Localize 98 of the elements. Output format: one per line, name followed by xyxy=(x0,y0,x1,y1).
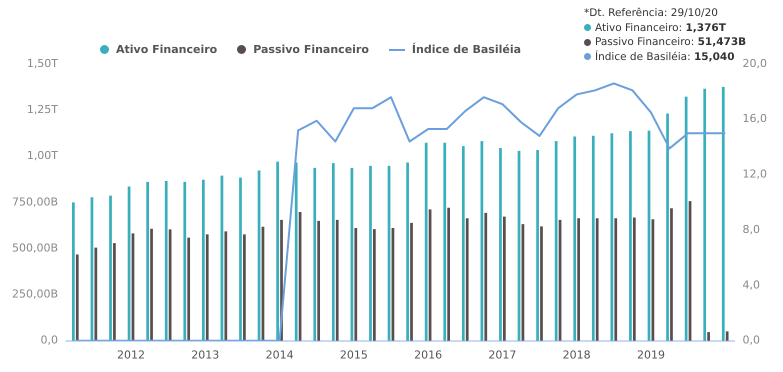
bar xyxy=(447,208,450,341)
y-tick-label: 750,00B xyxy=(12,195,58,208)
y-tick-label: 1,50T xyxy=(26,56,58,70)
bar xyxy=(168,229,172,341)
bar xyxy=(592,136,595,341)
bar xyxy=(480,141,484,341)
bar xyxy=(410,222,413,341)
y-tick-label: 250,00B xyxy=(12,288,58,301)
y-tick-label: 1,00T xyxy=(26,149,58,162)
bar xyxy=(220,176,224,341)
bar xyxy=(652,219,654,341)
x-tick-label: 2018 xyxy=(562,348,591,362)
bar xyxy=(596,218,599,341)
bar xyxy=(540,226,543,341)
text: *Dt. Referência: 29/10/20 xyxy=(584,6,718,20)
bar xyxy=(146,182,150,341)
bar xyxy=(722,86,725,341)
bar xyxy=(443,142,446,341)
bar xyxy=(150,228,153,341)
y-tick-label: 0,0 xyxy=(40,334,58,347)
bar xyxy=(703,88,706,341)
text: Índice de Basiléia: 15,040 xyxy=(595,50,735,64)
bar xyxy=(72,202,75,341)
bar xyxy=(554,141,558,341)
bar xyxy=(684,96,688,341)
x-tick-label: 2012 xyxy=(117,348,146,362)
y2-tick-label: 20,0 xyxy=(742,56,768,70)
bar xyxy=(90,197,94,341)
bar xyxy=(707,332,710,341)
y2-tick-label: 0,0 xyxy=(742,334,760,347)
legend-label: Índice de Basiléia xyxy=(412,43,522,56)
bar xyxy=(187,238,190,341)
y2-tick-label: 16,0 xyxy=(742,112,768,126)
legend-label: Passivo Financeiro xyxy=(253,43,369,56)
bar xyxy=(183,182,186,341)
bar xyxy=(262,226,264,341)
bar xyxy=(522,224,524,341)
y2-tick-label: 4,0 xyxy=(742,278,760,292)
text: Passivo Financeiro: 51,473B xyxy=(595,35,746,50)
x-tick-label: 2017 xyxy=(488,348,516,362)
bar xyxy=(132,233,134,341)
y2-tick-label: 12,0 xyxy=(742,168,768,181)
bar xyxy=(239,178,242,341)
bar xyxy=(577,218,580,341)
bar xyxy=(392,228,394,341)
bar xyxy=(462,146,465,341)
bar xyxy=(373,229,376,341)
bar xyxy=(466,218,469,341)
bar xyxy=(224,231,228,341)
bar xyxy=(484,212,488,341)
bar xyxy=(573,136,576,341)
bar xyxy=(258,170,260,341)
bar xyxy=(164,180,168,341)
bar xyxy=(298,212,302,341)
legend-label: Ativo Financeiro xyxy=(116,43,218,56)
y2-tick-label: 8,0 xyxy=(742,222,760,236)
bar xyxy=(206,234,209,341)
bar xyxy=(629,131,632,341)
x-tick-label: 2019 xyxy=(636,348,665,362)
x-tick-label: 2015 xyxy=(340,348,368,362)
bar xyxy=(499,148,502,341)
bar xyxy=(428,209,432,341)
text: Ativo Financeiro: 1,376T xyxy=(595,20,726,35)
bar xyxy=(558,220,562,341)
bar xyxy=(354,228,358,341)
bar xyxy=(128,186,130,341)
y-tick-label: 500,00B xyxy=(12,241,58,254)
bar xyxy=(76,254,79,341)
bar xyxy=(94,248,98,341)
bar xyxy=(388,166,390,341)
bar xyxy=(369,166,372,341)
bar xyxy=(632,218,636,341)
bar xyxy=(313,168,316,341)
bar xyxy=(406,162,409,341)
x-tick-label: 2014 xyxy=(266,348,294,362)
bar xyxy=(518,150,520,341)
x-tick-label: 2013 xyxy=(191,348,220,362)
bar xyxy=(648,130,650,341)
bar xyxy=(113,243,116,341)
bar xyxy=(332,163,335,341)
bar xyxy=(202,180,205,341)
bar xyxy=(424,142,428,341)
bar xyxy=(109,196,112,341)
bar xyxy=(666,113,669,341)
bar xyxy=(336,220,339,341)
bar xyxy=(350,168,354,341)
bar xyxy=(536,150,539,341)
bar xyxy=(614,218,618,341)
bar xyxy=(502,216,506,341)
y-tick-label: 1,25T xyxy=(26,102,58,116)
bar xyxy=(688,201,692,341)
bar xyxy=(276,162,279,341)
x-tick-label: 2016 xyxy=(414,348,442,362)
bar xyxy=(317,220,320,341)
bar xyxy=(610,133,614,341)
bar xyxy=(243,234,246,341)
bar xyxy=(294,162,298,341)
bar xyxy=(670,208,673,341)
